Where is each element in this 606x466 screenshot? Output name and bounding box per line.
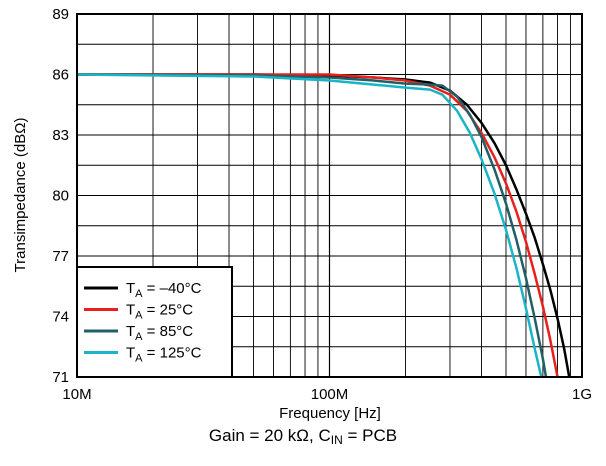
series-line-3 (76, 73, 548, 378)
y-tick-label: 83 (52, 127, 69, 144)
series-line-4 (76, 73, 543, 378)
y-tick-label: 74 (52, 309, 69, 326)
y-tick-label: 71 (52, 369, 69, 386)
series-lines (76, 73, 571, 378)
caption-prefix: Gain = 20 kΩ, C (208, 426, 331, 445)
chart-caption: Gain = 20 kΩ, CIN = PCB (0, 426, 606, 447)
series-line-2 (77, 73, 559, 378)
x-tick-label: 100M (311, 386, 349, 403)
legend-label: TA = –40°C (126, 280, 202, 300)
x-tick-label: 10M (62, 386, 91, 403)
y-tick-label: 89 (52, 6, 69, 23)
legend-label: TA = 125°C (126, 345, 202, 365)
y-tick-label: 80 (52, 188, 69, 205)
y-axis-label: Transimpedance (dBΩ) (12, 118, 29, 273)
plot-frame (76, 13, 583, 378)
y-tick-labels: 71 74 77 80 83 86 89 (52, 6, 69, 386)
x-axis-label: Frequency [Hz] (279, 405, 381, 422)
caption-subscript: IN (330, 433, 343, 447)
legend-label: TA = 85°C (126, 323, 193, 343)
x-tick-labels: 10M 100M 1G (62, 386, 592, 403)
caption-suffix: = PCB (342, 426, 398, 445)
y-tick-label: 86 (52, 67, 69, 84)
legend-label: TA = 25°C (126, 302, 193, 322)
x-tick-label: 1G (572, 386, 592, 403)
legend: TA = –40°CTA = 25°CTA = 85°CTA = 125°C (76, 266, 233, 378)
y-tick-label: 77 (52, 248, 69, 265)
legend-box (76, 266, 233, 378)
